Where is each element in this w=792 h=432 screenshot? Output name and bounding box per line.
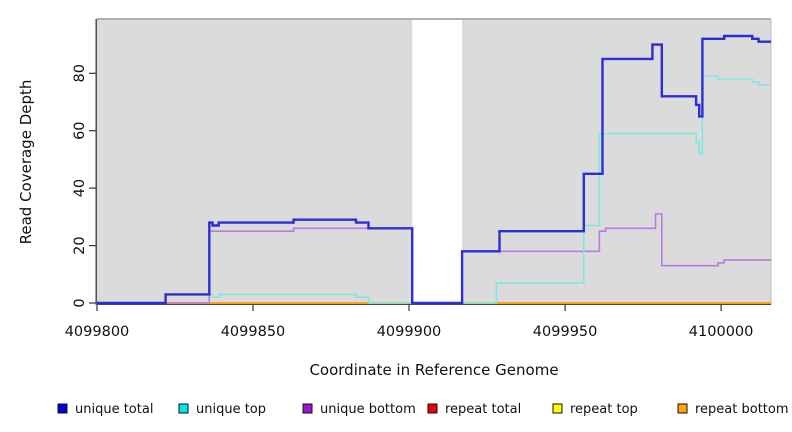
legend-label: unique top: [196, 402, 266, 417]
x-tick-label: 4099900: [377, 324, 442, 340]
legend-swatch: [677, 403, 688, 414]
y-tick-label: 80: [72, 64, 88, 82]
series-line-unique-bottom: [97, 213, 771, 304]
x-tick-label: 4099950: [533, 324, 598, 340]
series-line-unique-total: [97, 34, 771, 305]
no-data-gap-mask: [412, 19, 463, 305]
legend-label: repeat total: [445, 402, 521, 417]
y-axis-ticks: 0 20 40 60 80: [72, 64, 96, 308]
x-axis-title: Coordinate in Reference Genome: [309, 361, 558, 379]
data-series-lines: [97, 34, 771, 305]
x-tick-label: 4099850: [221, 324, 286, 340]
x-axis-ticks: 4099800 4099850 4099900 4099950 4100000: [65, 304, 754, 340]
y-tick-label: 40: [72, 179, 88, 197]
series-line-unique-top: [97, 75, 771, 304]
y-tick-label: 0: [72, 298, 88, 307]
legend-swatch: [552, 403, 563, 414]
legend-swatch: [57, 403, 68, 414]
y-tick-label: 20: [72, 236, 88, 254]
legend-label: repeat top: [570, 402, 638, 417]
legend-item-unique-total: unique total: [57, 402, 153, 417]
legend-item-repeat-top: repeat top: [552, 402, 638, 417]
legend-swatch: [178, 403, 189, 414]
x-tick-label: 4100000: [689, 324, 754, 340]
legend-label: unique total: [75, 402, 153, 417]
y-tick-label: 60: [72, 121, 88, 139]
legend-item-unique-bottom: unique bottom: [302, 402, 416, 417]
y-axis-title: Read Coverage Depth: [17, 80, 35, 245]
legend-item-unique-top: unique top: [178, 402, 266, 417]
legend-label: repeat bottom: [695, 402, 789, 417]
legend-swatch: [427, 403, 438, 414]
legend-swatch: [302, 403, 313, 414]
legend: unique total unique top unique bottom repea…: [57, 402, 789, 417]
legend-label: unique bottom: [320, 402, 416, 417]
legend-item-repeat-bottom: repeat bottom: [677, 402, 789, 417]
legend-item-repeat-total: repeat total: [427, 402, 521, 417]
x-tick-label: 4099800: [65, 324, 130, 340]
